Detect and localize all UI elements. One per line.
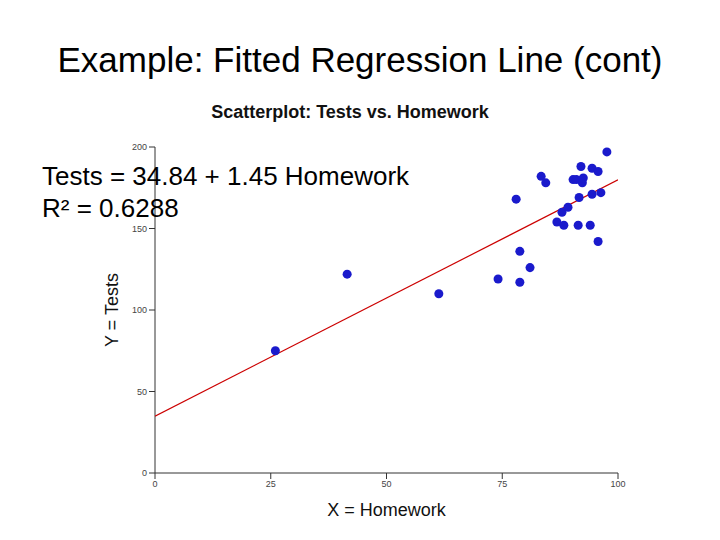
html-text:R² = 0.6288: R² = 0.6288 (42, 193, 179, 223)
svg-text:50: 50 (137, 387, 147, 397)
svg-text:150: 150 (132, 224, 147, 234)
svg-text:200: 200 (132, 142, 147, 152)
svg-text:0: 0 (152, 479, 157, 489)
html-text:Tests = 34.84 + 1.45 Homework: Tests = 34.84 + 1.45 Homework (42, 161, 410, 191)
html-text:X = Homework: X = Homework (327, 500, 446, 520)
svg-text:100: 100 (132, 305, 147, 315)
svg-text:50: 50 (381, 479, 391, 489)
html-text:Scatterplot: Tests vs. Homewor: Scatterplot: Tests vs. Homework (211, 102, 489, 122)
html-text:Y = Tests: Y = Tests (101, 273, 122, 347)
svg-text:100: 100 (610, 479, 625, 489)
html-text:Example: Fitted Regression Lin: Example: Fitted Regression Line (cont) (57, 40, 663, 79)
svg-text:75: 75 (497, 479, 507, 489)
svg-text:0: 0 (142, 468, 147, 478)
svg-text:25: 25 (266, 479, 276, 489)
